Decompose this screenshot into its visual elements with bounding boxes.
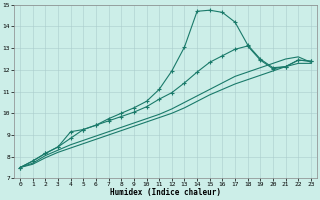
X-axis label: Humidex (Indice chaleur): Humidex (Indice chaleur) xyxy=(110,188,221,197)
